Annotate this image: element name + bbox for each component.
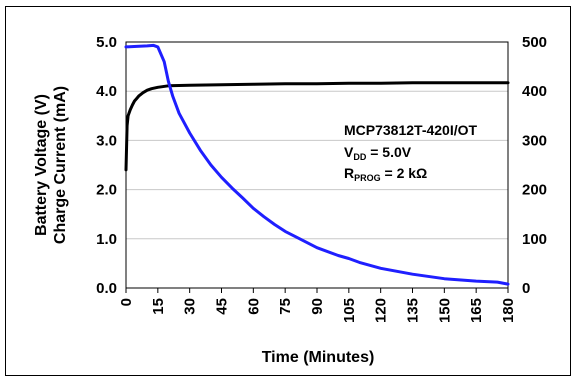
left-tick-label: 0.0: [96, 280, 117, 297]
x-tick-label: 135: [405, 298, 422, 323]
y-axis-label-voltage: Battery Voltage (V): [33, 94, 50, 236]
x-tick-label: 105: [341, 298, 358, 323]
x-tick-label: 90: [309, 298, 326, 315]
x-axis-label: Time (Minutes): [262, 349, 375, 366]
svg-text:RPROG = 2 kΩ: RPROG = 2 kΩ: [344, 165, 427, 183]
charge-current-line: [124, 43, 510, 286]
annotation-vdd-sub: DD: [353, 152, 366, 162]
annotation-vdd-value: = 5.0V: [366, 144, 411, 160]
left-tick-label: 2.0: [96, 182, 117, 199]
x-tick-label: 180: [500, 298, 517, 323]
left-tick-label: 3.0: [96, 132, 117, 149]
annotation-part-number: MCP73812T-420I/OT: [344, 122, 478, 138]
x-tick-label: 30: [182, 298, 199, 315]
x-tick-label: 120: [373, 298, 390, 323]
annotation: MCP73812T-420I/OT VDD = 5.0V RPROG = 2 k…: [344, 122, 478, 183]
annotation-rprog-symbol: R: [344, 165, 354, 181]
chart-frame: 0.0 1.0 2.0 3.0 4.0 5.0 0 100 200 300 400 500 0 15 3…: [5, 6, 571, 376]
right-tick-label: 0: [522, 280, 530, 297]
gridlines: [126, 90, 508, 240]
right-tick-label: 500: [522, 34, 547, 51]
y-axis-label-current: Charge Current (mA): [52, 86, 69, 244]
left-axis-ticks: 0.0 1.0 2.0 3.0 4.0 5.0: [96, 34, 117, 297]
right-axis-ticks: 0 100 200 300 400 500: [522, 34, 547, 297]
right-tick-label: 300: [522, 132, 547, 149]
right-tick-label: 100: [522, 231, 547, 248]
right-tick-label: 400: [522, 83, 547, 100]
x-tick-label: 15: [150, 298, 167, 315]
x-tick-label: 0: [118, 298, 135, 306]
x-tick-label: 60: [245, 298, 262, 315]
x-tick-label: 165: [468, 298, 485, 323]
annotation-rprog-sub: PROG: [354, 173, 381, 183]
chart: 0.0 1.0 2.0 3.0 4.0 5.0 0 100 200 300 400 500 0 15 3…: [33, 34, 547, 366]
x-axis-ticks: 0 15 30 45 60 75 90 105 120 135 150 165 180: [118, 288, 517, 323]
battery-voltage-line: [124, 81, 510, 172]
plot-area: [125, 41, 509, 289]
series-layer: [124, 43, 510, 286]
svg-text:VDD = 5.0V: VDD = 5.0V: [344, 144, 412, 162]
annotation-rprog-value: = 2 kΩ: [381, 165, 428, 181]
x-tick-label: 45: [214, 298, 231, 315]
left-tick-label: 5.0: [96, 34, 117, 51]
x-tick-label: 75: [277, 298, 294, 315]
left-tick-label: 4.0: [96, 83, 117, 100]
left-tick-label: 1.0: [96, 231, 117, 248]
annotation-vdd-symbol: V: [344, 144, 354, 160]
x-tick-label: 150: [436, 298, 453, 323]
right-tick-label: 200: [522, 182, 547, 199]
